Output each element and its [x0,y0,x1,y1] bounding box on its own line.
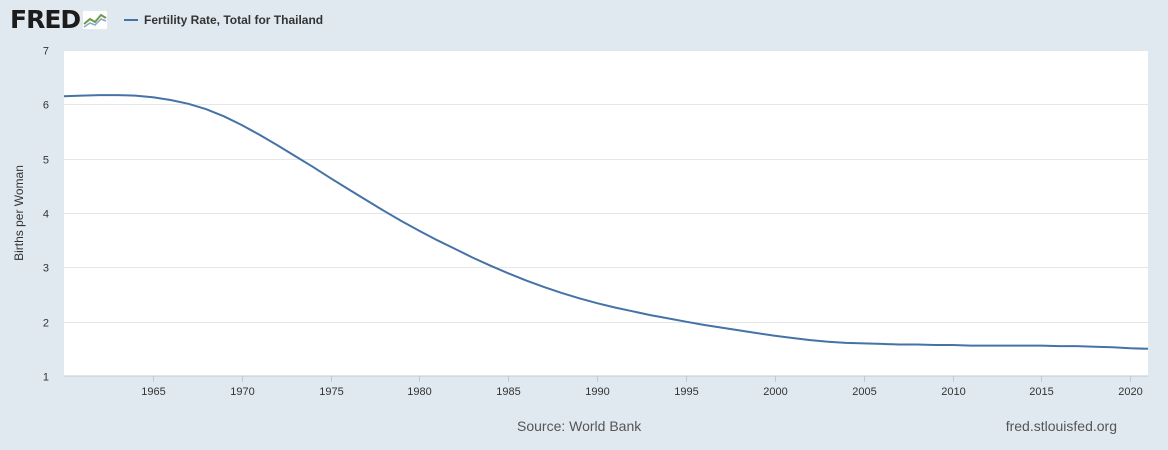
y-tick-label: 5 [43,155,49,167]
legend[interactable]: Fertility Rate, Total for Thailand [124,11,323,29]
x-tick-label: 2010 [941,386,965,398]
x-tick-label: 1965 [141,386,165,398]
x-tick-label: 2000 [763,386,787,398]
y-tick-label: 3 [43,263,49,275]
y-axis-ticks: 1 2 3 4 5 6 7 [43,46,49,384]
x-tick-label: 1985 [496,386,520,398]
fred-logo-text: FRED [10,5,81,34]
y-tick-label: 6 [43,100,49,112]
y-axis-title: Births per Woman [12,165,26,261]
x-tick-label: 1970 [230,386,254,398]
x-tick-label: 1975 [319,386,343,398]
x-tick-label: 2015 [1029,386,1053,398]
legend-label: Fertility Rate, Total for Thailand [144,13,324,27]
y-tick-label: 1 [43,372,49,384]
x-tick-label: 1990 [585,386,609,398]
x-axis-ticks: 1965 1970 1975 1980 1985 1990 1995 2000 2005 2010… [141,376,1143,398]
site-link[interactable]: fred.stlouisfed.org [1005,418,1117,434]
x-tick-label: 1980 [407,386,431,398]
chart-header: FRED Fertility Rate, Total for Thailand [0,0,1168,40]
y-tick-label: 2 [43,318,49,330]
y-tick-label: 7 [43,46,49,58]
series-layer [63,94,1149,350]
fred-logo[interactable]: FRED [10,5,109,34]
x-tick-label: 1995 [674,386,698,398]
source-note: Source: World Bank [517,418,642,434]
gridlines [64,50,1148,323]
y-tick-label: 4 [43,209,49,221]
series-line[interactable] [63,94,1149,350]
x-tick-label: 2005 [852,386,876,398]
fred-logo-graph-icon [82,10,109,30]
legend-line-swatch [124,19,138,21]
x-tick-label: 2020 [1118,386,1142,398]
